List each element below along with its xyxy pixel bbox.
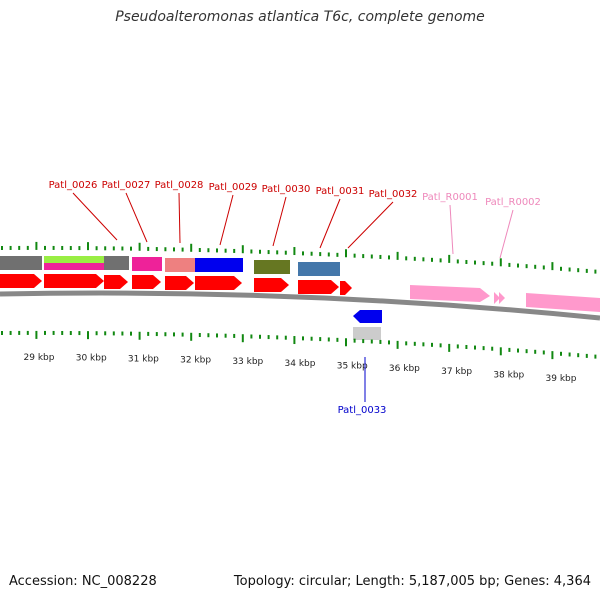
label-connector (219, 194, 234, 246)
scale-label: 33 kbp (232, 357, 263, 367)
cog-block-light-gray (353, 327, 381, 340)
cds-arrow-1 (0, 274, 42, 288)
scale-label: 38 kbp (493, 370, 524, 380)
scale-label: 39 kbp (546, 374, 577, 384)
cds-arrow-5 (165, 276, 194, 290)
label-connector (449, 204, 454, 255)
rna-arrow-1 (410, 285, 490, 302)
gene-label: Patl_R0002 (485, 197, 541, 208)
cog-block-olive (254, 260, 290, 274)
cog-block-blue (195, 258, 243, 272)
cds-arrow-6 (195, 276, 242, 290)
gene-label: Patl_0032 (369, 189, 418, 200)
reverse-cds-track (353, 310, 382, 340)
cog-block-gray-1 (0, 256, 42, 270)
forward-cds-track (0, 274, 352, 295)
cog-track (0, 256, 340, 276)
gene-label: Patl_R0001 (422, 192, 478, 203)
cds-arrow-7 (254, 278, 289, 292)
map-title: Pseudoalteromonas atlantica T6c, complet… (115, 9, 485, 25)
scale-label: 36 kbp (389, 364, 420, 374)
gene-label: Patl_0029 (209, 182, 258, 193)
rna-arrow-3 (499, 292, 505, 304)
gene-label: Patl_0028 (155, 180, 204, 191)
topology-text: Topology: circular; Length: 5,187,005 bp… (233, 574, 591, 589)
label-connector (178, 192, 181, 244)
label-connector (72, 192, 118, 241)
forward-rna-track (410, 285, 600, 312)
accession-text: Accession: NC_008228 (9, 574, 157, 589)
outer-ticks (1, 241, 597, 274)
gene-label: Patl_0030 (262, 184, 311, 195)
cog-block-gray-2 (104, 256, 129, 270)
cog-block-green (44, 256, 104, 263)
cds-arrow-9 (340, 281, 352, 295)
cog-block-magenta-1 (44, 263, 104, 270)
gene-label: Patl_0031 (316, 186, 365, 197)
cds-arrow-8 (298, 280, 339, 294)
scale-label: 29 kbp (24, 353, 55, 363)
cog-block-steel (298, 262, 340, 276)
cog-block-salmon (165, 258, 195, 272)
cds-arrow-4 (132, 275, 161, 289)
gene-label: Patl_0026 (49, 180, 98, 191)
rna-arrow-2 (494, 292, 500, 304)
cog-block-magenta-2 (132, 257, 162, 271)
label-connector (272, 196, 287, 247)
scale-label: 35 kbp (337, 361, 368, 371)
cds-arrow-3 (104, 275, 128, 289)
label-connectors (72, 192, 514, 402)
scale-labels: 29 kbp 30 kbp 31 kbp 32 kbp 33 kbp 34 kbp 35 k… (24, 353, 577, 384)
genome-backbone (0, 290, 600, 321)
gene-label: Patl_0027 (102, 180, 151, 191)
label-connector (347, 201, 394, 249)
cds-arrow-2 (44, 274, 104, 288)
gene-label: Patl_0033 (338, 405, 387, 416)
label-connector (499, 209, 514, 259)
scale-label: 31 kbp (128, 354, 159, 364)
gene-labels: Patl_0026 Patl_0027 Patl_0028 Patl_0029 Patl… (49, 180, 541, 416)
label-connector (319, 198, 341, 249)
inner-ticks (1, 330, 597, 360)
cds-arrow-reverse (353, 310, 382, 323)
rna-arrow-4 (526, 293, 600, 312)
scale-label: 32 kbp (180, 356, 211, 366)
scale-label: 30 kbp (76, 353, 107, 363)
label-connector (125, 192, 148, 243)
scale-label: 37 kbp (441, 367, 472, 377)
scale-label: 34 kbp (285, 359, 316, 369)
